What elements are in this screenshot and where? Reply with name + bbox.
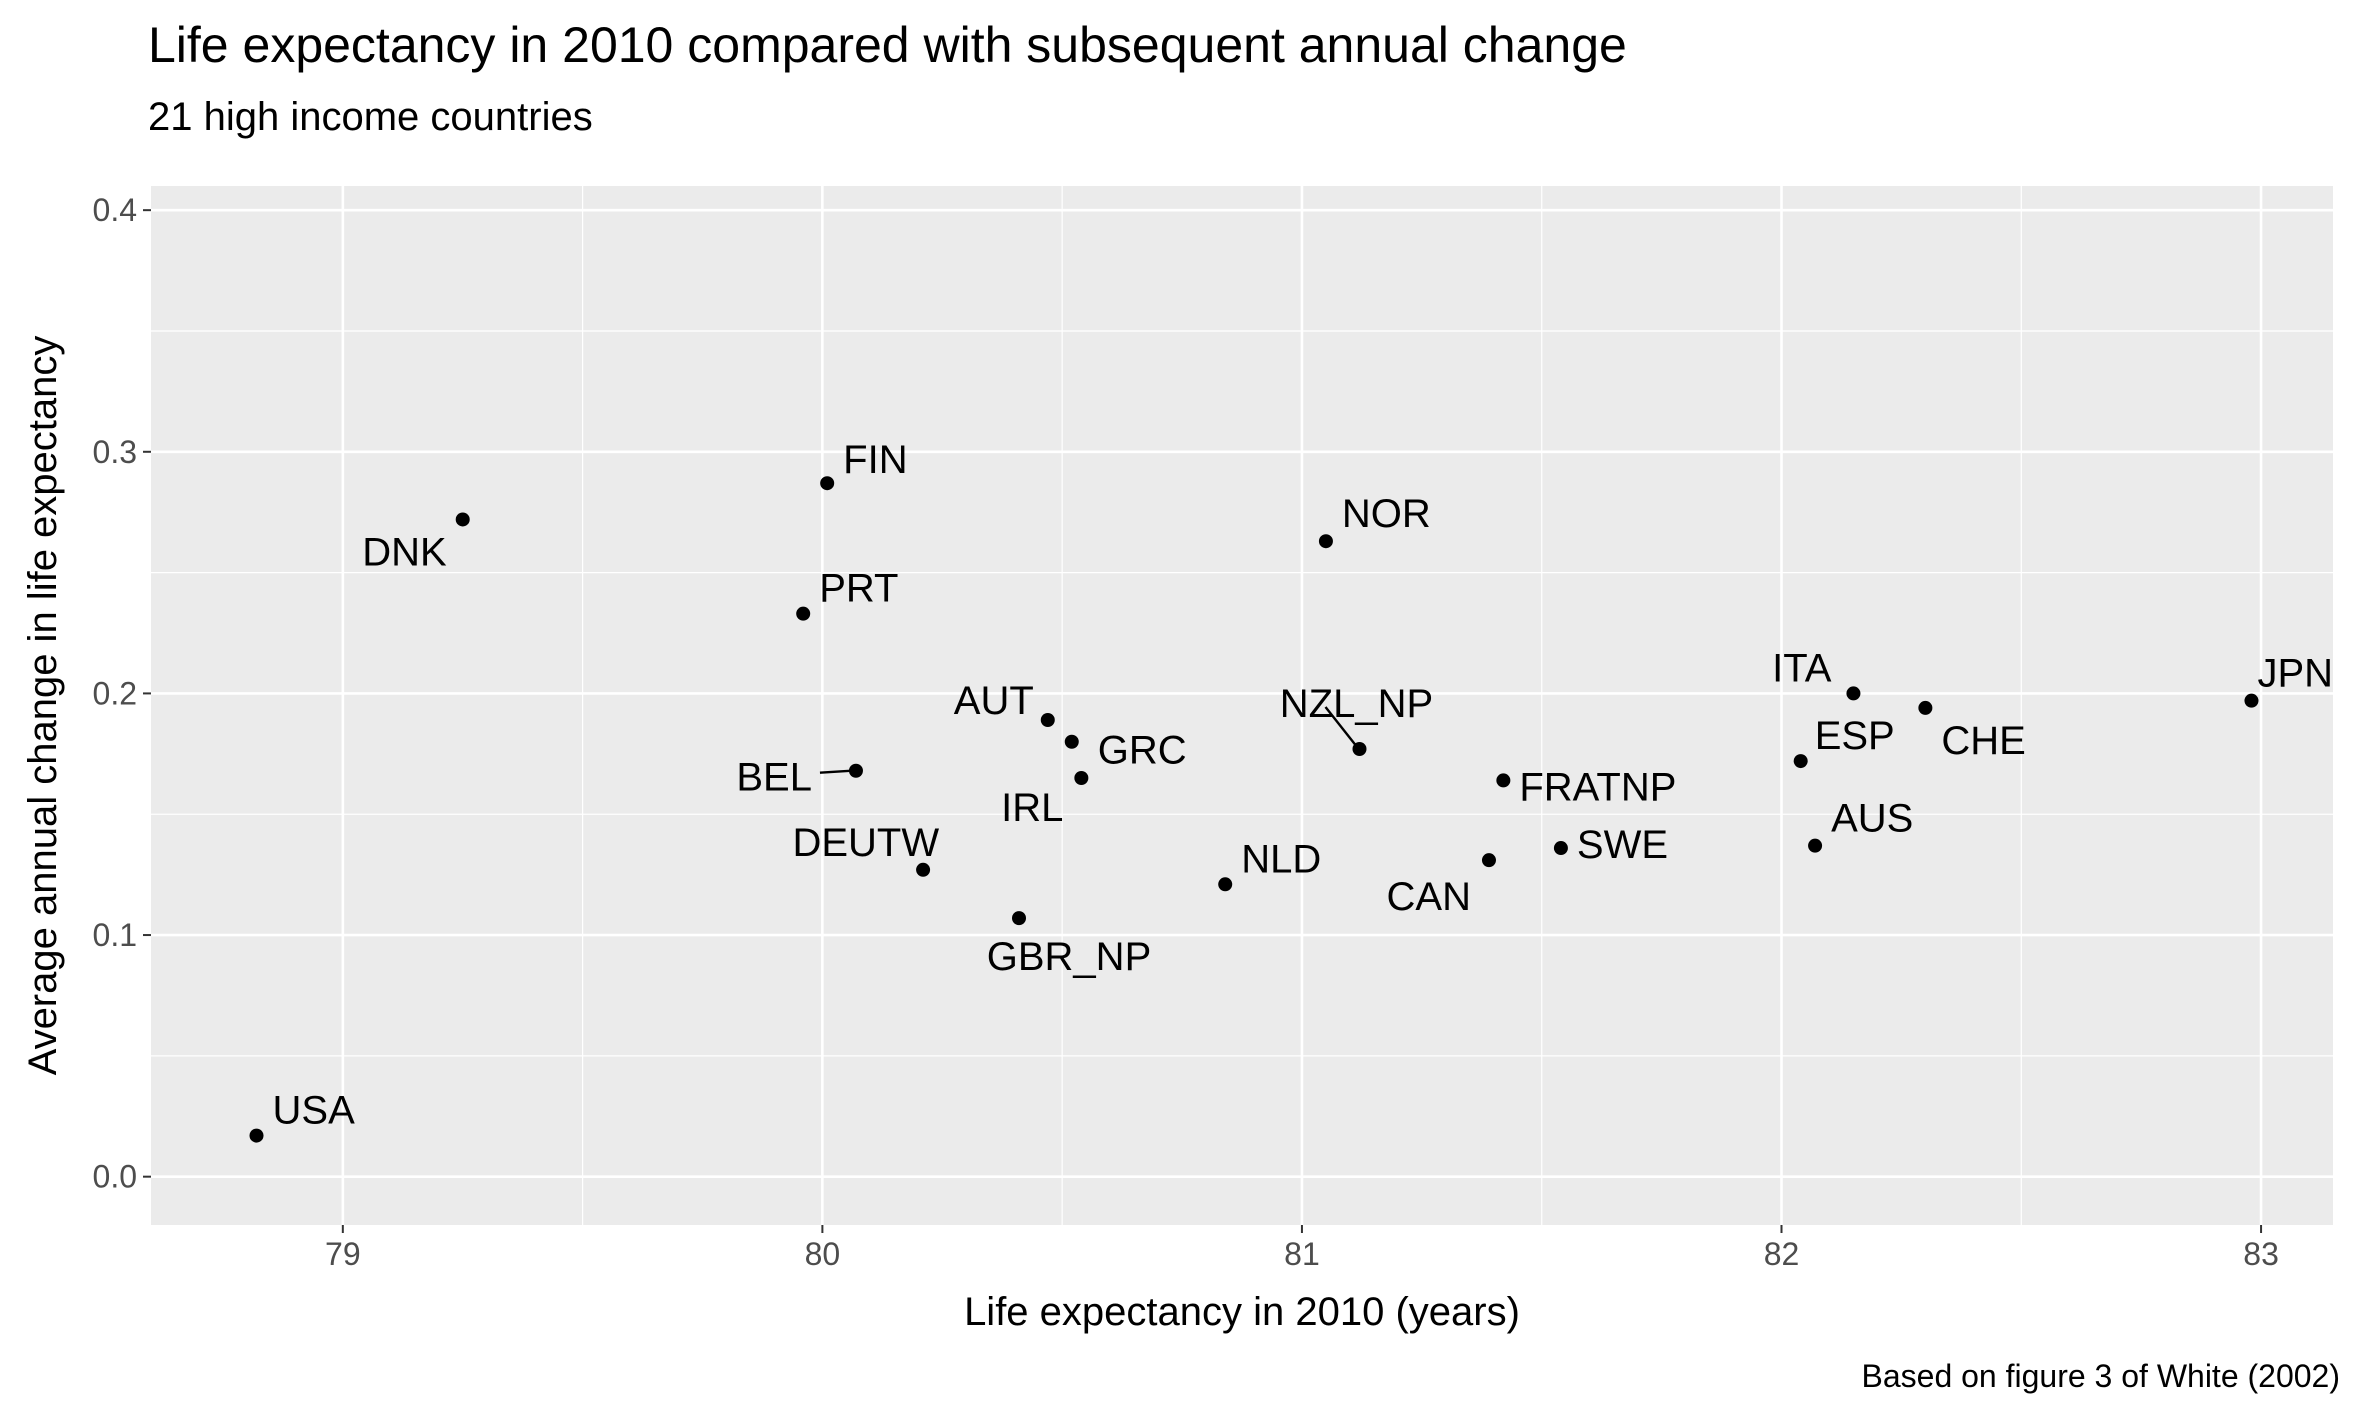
label-fratnp: FRATNP xyxy=(1519,765,1676,809)
label-che: CHE xyxy=(1941,719,2025,763)
point-can xyxy=(1481,853,1496,868)
point-deutw xyxy=(916,862,931,877)
point-swe xyxy=(1553,841,1568,856)
label-jpn: JPN xyxy=(2257,652,2333,696)
y-axis: 0.0 0.1 0.2 0.3 0.4 xyxy=(93,192,151,1195)
chart-title: Life expectancy in 2010 compared with su… xyxy=(148,17,1627,73)
label-ita: ITA xyxy=(1772,646,1832,690)
x-axis: 79 80 81 82 83 xyxy=(325,1225,2279,1272)
point-usa xyxy=(249,1128,264,1143)
point-dnk xyxy=(455,512,470,527)
y-axis-title: Average annual change in life expectancy xyxy=(21,336,65,1076)
label-nzl_np: NZL_NP xyxy=(1280,682,1433,726)
x-tick-label: 81 xyxy=(1284,1236,1320,1272)
point-fratnp xyxy=(1496,773,1511,788)
x-tick-label: 83 xyxy=(2243,1236,2279,1272)
y-tick-label: 0.3 xyxy=(93,434,137,470)
y-tick-label: 0.4 xyxy=(93,192,137,228)
chart-subtitle: 21 high income countries xyxy=(148,95,593,139)
label-prt: PRT xyxy=(819,567,898,611)
point-gbr_np xyxy=(1012,911,1027,926)
point-grc xyxy=(1064,734,1079,749)
label-bel: BEL xyxy=(736,756,812,800)
y-tick-label: 0.1 xyxy=(93,917,137,953)
point-nld xyxy=(1218,877,1233,892)
label-deutw: DEUTW xyxy=(792,821,939,865)
data-points xyxy=(249,476,2259,1143)
label-esp: ESP xyxy=(1815,714,1895,758)
y-tick-label: 0.0 xyxy=(93,1159,137,1195)
label-can: CAN xyxy=(1387,875,1471,919)
chart-caption: Based on figure 3 of White (2002) xyxy=(1862,1358,2341,1394)
label-aus: AUS xyxy=(1831,797,1913,841)
point-ita xyxy=(1846,686,1861,701)
label-dnk: DNK xyxy=(362,530,447,574)
x-tick-label: 80 xyxy=(805,1236,841,1272)
leader-nzl_np xyxy=(1324,706,1357,746)
point-che xyxy=(1918,700,1933,715)
label-grc: GRC xyxy=(1098,729,1187,773)
y-tick-label: 0.2 xyxy=(93,675,137,711)
point-nor xyxy=(1318,534,1333,549)
point-aus xyxy=(1808,838,1823,853)
leader-bel xyxy=(819,769,853,774)
label-swe: SWE xyxy=(1577,823,1668,867)
point-esp xyxy=(1793,754,1808,769)
label-aut: AUT xyxy=(954,679,1034,723)
x-tick-label: 82 xyxy=(1764,1236,1800,1272)
point-bel xyxy=(848,763,863,778)
label-nld: NLD xyxy=(1241,837,1321,881)
plot-panel xyxy=(151,186,2333,1225)
point-fin xyxy=(820,476,835,491)
point-labels: USA DNK FIN PRT BEL DEUTW GBR_NP AUT GRC IRL NLD NO… xyxy=(273,438,2334,1132)
label-usa: USA xyxy=(273,1089,356,1133)
label-leader-lines xyxy=(819,706,1357,774)
point-aut xyxy=(1040,712,1055,727)
x-tick-label: 79 xyxy=(325,1236,361,1272)
point-irl xyxy=(1074,770,1089,785)
major-gridlines xyxy=(151,186,2333,1225)
point-jpn xyxy=(2244,693,2259,708)
point-prt xyxy=(796,606,811,621)
label-nor: NOR xyxy=(1342,492,1431,536)
x-axis-title: Life expectancy in 2010 (years) xyxy=(964,1290,1520,1334)
label-gbr_np: GBR_NP xyxy=(987,935,1152,979)
label-fin: FIN xyxy=(843,438,907,482)
point-nzl_np xyxy=(1352,741,1367,756)
label-irl: IRL xyxy=(1001,786,1063,830)
minor-gridlines xyxy=(151,186,2333,1225)
